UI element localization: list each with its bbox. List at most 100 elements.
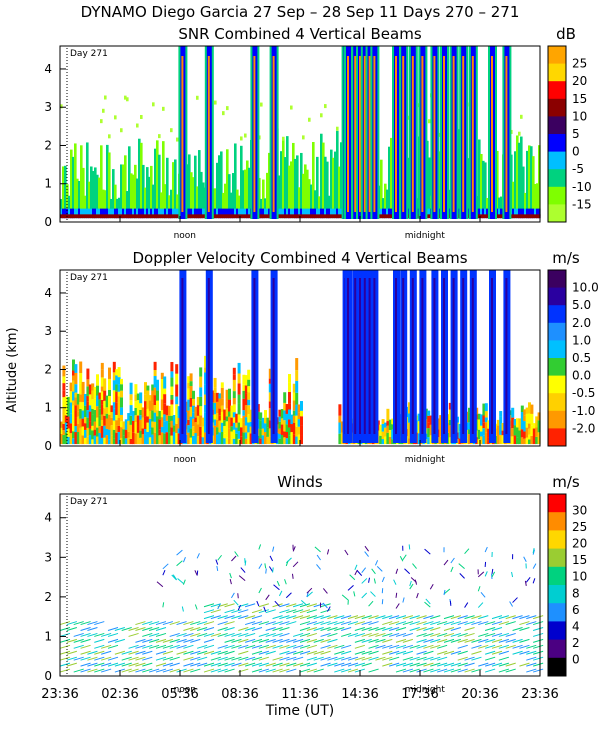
wind-barb (238, 650, 249, 655)
snr-cell (524, 214, 527, 219)
colorbar-swatch (548, 270, 566, 289)
snr-column (505, 56, 508, 212)
wind-barb (194, 570, 198, 576)
wind-barb (532, 662, 544, 667)
snr-cell (64, 208, 67, 219)
doppler-cell (132, 420, 135, 433)
wind-barb (430, 668, 441, 673)
wind-barb (484, 662, 496, 667)
doppler-cell (340, 432, 344, 445)
doppler-column (373, 278, 376, 434)
wind-barb (382, 644, 393, 649)
wind-barb (286, 638, 297, 643)
y-tick-label: 3 (44, 100, 52, 114)
wind-barb (155, 656, 167, 661)
doppler-cell (232, 398, 236, 405)
snr-cell (162, 208, 165, 219)
colorbar-label: 5.0 (572, 298, 591, 312)
doppler-cell (283, 437, 287, 445)
wind-barb (292, 650, 304, 655)
doppler-cell (120, 421, 123, 428)
doppler-cell (278, 416, 282, 422)
snr-cell (148, 208, 151, 219)
doppler-cell (213, 387, 217, 393)
wind-barb (94, 632, 105, 637)
doppler-cell (74, 405, 78, 411)
snr-cell (216, 162, 219, 217)
wind-barb (238, 656, 249, 661)
y-tick-label: 2 (44, 138, 52, 152)
doppler-cell (223, 425, 227, 434)
snr-cell (240, 145, 243, 217)
doppler-cell (136, 426, 140, 433)
doppler-cell (259, 420, 263, 430)
snr-cell (158, 154, 161, 217)
snr-cell (68, 208, 71, 219)
wind-barb (356, 570, 363, 576)
wind-barb (142, 644, 153, 649)
wind-barb (128, 632, 139, 637)
doppler-cell (381, 423, 385, 432)
wind-barb (256, 600, 260, 607)
snr-cell (390, 208, 393, 219)
doppler-cell (100, 420, 104, 427)
doppler-cell (175, 384, 179, 397)
wind-barb (162, 621, 174, 626)
doppler-cell (484, 432, 488, 445)
doppler-cell (144, 416, 147, 429)
wind-barb (182, 556, 186, 563)
snr-cell (322, 214, 325, 219)
wind-barb (464, 632, 475, 637)
doppler-cell (127, 413, 131, 421)
wind-barb (244, 662, 256, 667)
doppler-cell (79, 361, 83, 374)
doppler-cell (292, 383, 296, 393)
snr-cell (68, 195, 71, 217)
doppler-cell (511, 436, 515, 445)
doppler-cell (448, 402, 452, 410)
snr-cell (146, 208, 149, 219)
snr-cell (168, 208, 171, 219)
wind-barb (409, 615, 420, 620)
wind-barb (94, 644, 105, 649)
wind-barb (430, 627, 441, 631)
snr-cell (70, 214, 73, 219)
doppler-cell (98, 415, 102, 427)
wind-barb (100, 650, 112, 655)
doppler-cell (81, 410, 85, 419)
wind-barb (114, 638, 126, 643)
wind-barb (265, 609, 276, 614)
snr-cell (190, 208, 193, 219)
colorbar-label: -5 (572, 162, 584, 176)
wind-barb (388, 656, 400, 661)
doppler-cell (127, 431, 131, 438)
wind-barb (409, 580, 412, 587)
wind-barb (423, 650, 434, 655)
doppler-cell (156, 433, 159, 445)
wind-barb (425, 598, 431, 605)
doppler-cell (501, 435, 505, 445)
wind-barb (183, 627, 194, 631)
doppler-cell (148, 429, 152, 438)
wind-barb (326, 606, 331, 612)
wind-barb (135, 662, 146, 667)
wind-barb (272, 603, 283, 608)
doppler-cell (391, 429, 395, 440)
doppler-cell (218, 393, 222, 399)
doppler-cell (220, 431, 224, 445)
doppler-cell (170, 371, 174, 378)
doppler-panel: Doppler Velocity Combined 4 Vertical Bea… (60, 249, 580, 445)
doppler-cell (247, 386, 251, 393)
snr-cell (62, 166, 65, 217)
doppler-cell (79, 401, 83, 409)
snr-cell (160, 208, 163, 219)
wind-barb (491, 621, 503, 626)
wind-barb (121, 650, 132, 655)
snr-cell (322, 208, 325, 219)
wind-barb (299, 603, 311, 608)
doppler-cell (165, 415, 169, 421)
snr-cell (520, 208, 523, 219)
snr-cell (154, 214, 157, 219)
doppler-cell (91, 383, 95, 391)
wind-barb (286, 650, 297, 655)
